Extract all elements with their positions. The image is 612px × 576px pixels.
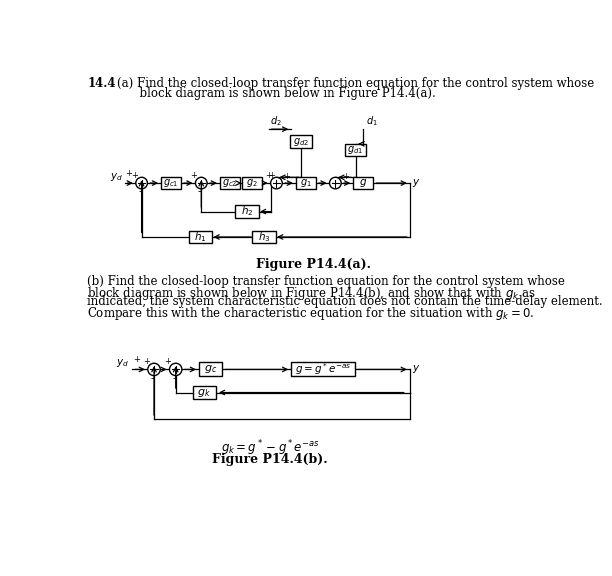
Text: $g_c$: $g_c$	[204, 363, 217, 376]
Text: $y$: $y$	[412, 363, 420, 376]
Bar	[296, 177, 316, 190]
Text: Figure P14.4(a).: Figure P14.4(a).	[256, 258, 371, 271]
Text: +: +	[144, 357, 151, 366]
Circle shape	[271, 177, 282, 189]
Text: $h_3$: $h_3$	[258, 230, 271, 244]
Bar	[252, 231, 275, 243]
Text: +: +	[283, 172, 290, 181]
Circle shape	[195, 177, 207, 189]
Text: $g_{c2}$: $g_{c2}$	[222, 177, 237, 189]
Text: -: -	[151, 373, 154, 383]
Text: $h_2$: $h_2$	[241, 204, 253, 218]
Text: (a) Find the closed-loop transfer function equation for the control system whose: (a) Find the closed-loop transfer functi…	[117, 77, 594, 90]
Circle shape	[148, 363, 160, 376]
Text: $g$: $g$	[359, 177, 367, 189]
Text: $y$: $y$	[412, 177, 420, 189]
Text: $g_1$: $g_1$	[300, 177, 312, 189]
Text: $g = g^*e^{-as}$: $g = g^*e^{-as}$	[295, 362, 351, 377]
Bar	[236, 206, 259, 218]
Text: $g_2$: $g_2$	[246, 177, 258, 189]
Text: +: +	[165, 357, 171, 366]
Bar	[220, 177, 240, 190]
Text: $d_2$: $d_2$	[271, 114, 282, 128]
Text: $y_d$: $y_d$	[116, 357, 129, 369]
Bar	[291, 135, 312, 147]
Text: -: -	[198, 186, 201, 196]
Text: +: +	[132, 171, 138, 180]
Bar	[193, 385, 216, 399]
Bar	[161, 177, 181, 190]
Text: indicated, the system characteristic equation does not contain the time-delay el: indicated, the system characteristic equ…	[88, 295, 603, 308]
Bar	[345, 144, 367, 156]
Text: -: -	[173, 373, 176, 383]
Text: block diagram is shown below in Figure P14.4(b), and show that with $g_k$ as: block diagram is shown below in Figure P…	[88, 285, 536, 302]
Circle shape	[170, 363, 182, 376]
Text: +: +	[133, 355, 140, 364]
Text: $g_{c1}$: $g_{c1}$	[163, 177, 179, 189]
Bar	[189, 231, 212, 243]
Text: $g_{d2}$: $g_{d2}$	[293, 135, 309, 147]
Text: $g_k$: $g_k$	[198, 386, 211, 399]
Circle shape	[136, 177, 147, 189]
Text: $h_1$: $h_1$	[194, 230, 207, 244]
Bar	[353, 177, 373, 190]
Text: -: -	[138, 186, 142, 196]
Text: (b) Find the closed-loop transfer function equation for the control system whose: (b) Find the closed-loop transfer functi…	[88, 275, 565, 287]
Text: +: +	[125, 169, 132, 177]
Text: $g_{d1}$: $g_{d1}$	[348, 144, 364, 156]
Bar	[291, 362, 355, 376]
Text: 14.4: 14.4	[88, 77, 116, 90]
Text: +: +	[268, 171, 275, 180]
Text: +: +	[266, 171, 272, 180]
Text: +: +	[342, 172, 349, 181]
Text: block diagram is shown below in Figure P14.4(a).: block diagram is shown below in Figure P…	[117, 87, 436, 100]
Text: $y_d$: $y_d$	[110, 171, 123, 183]
Text: +: +	[190, 171, 197, 180]
Text: $d_1$: $d_1$	[367, 114, 378, 128]
Bar	[242, 177, 262, 190]
Text: Compare this with the characteristic equation for the situation with $g_k = 0$.: Compare this with the characteristic equ…	[88, 305, 535, 322]
Text: Figure P14.4(b).: Figure P14.4(b).	[212, 453, 328, 465]
Text: $g_k = g^* - g^*e^{-as}$: $g_k = g^* - g^*e^{-as}$	[221, 439, 319, 458]
Bar	[199, 362, 222, 376]
Circle shape	[329, 177, 341, 189]
